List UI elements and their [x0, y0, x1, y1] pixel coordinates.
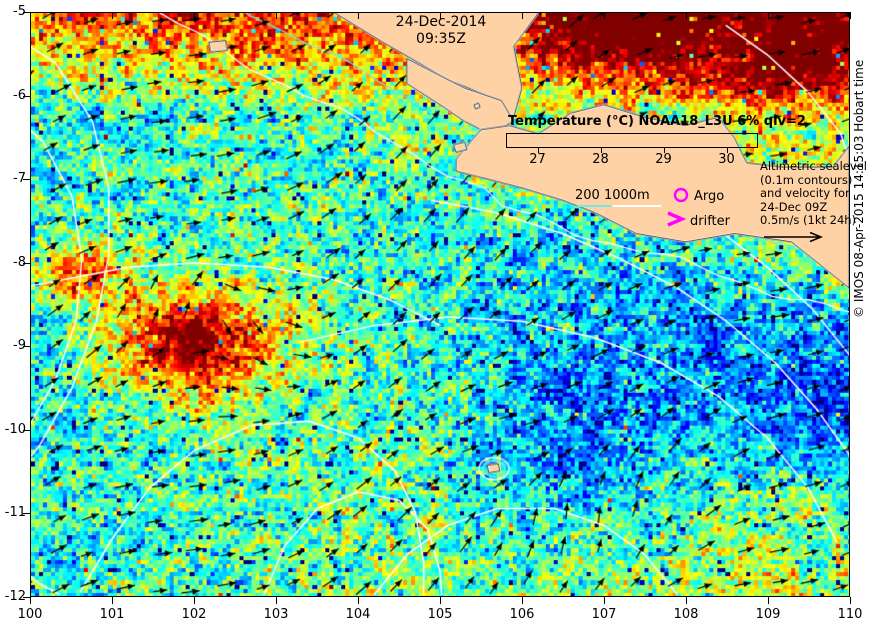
x-axis-tick: [440, 597, 441, 604]
y-axis-label: -10: [4, 421, 26, 437]
x-axis-tick: [768, 597, 769, 604]
x-axis-tick-top: [112, 12, 113, 19]
y-axis-tick: [23, 346, 30, 348]
bathymetry-legend-label: 200 1000m: [575, 188, 650, 203]
y-axis-label: -12: [4, 589, 26, 604]
x-axis-tick-top: [768, 12, 769, 19]
x-axis-label: 101: [99, 607, 125, 622]
drifter-marker-icon: [667, 211, 687, 227]
velocity-scale-arrow-icon: [764, 231, 823, 242]
argo-legend-label: Argo: [694, 189, 725, 204]
x-axis-tick-top: [850, 12, 851, 19]
date-label: 24-Dec-2014: [395, 14, 487, 30]
altimetry-line-3: and velocity for: [760, 186, 850, 200]
colorbar-tick: [726, 148, 728, 153]
altimetry-line-5: 0.5m/s (1kt 24h): [760, 213, 857, 227]
y-axis-label: -5: [13, 4, 26, 19]
y-axis-tick: [23, 179, 30, 181]
x-axis-label: 108: [673, 607, 699, 622]
y-axis-tick: [23, 95, 30, 97]
colorbar-tick-label: 30: [718, 152, 735, 167]
y-axis-tick: [23, 597, 30, 598]
x-axis-tick-top: [358, 12, 359, 19]
colorbar-tick-label: 28: [592, 152, 609, 167]
x-axis-label: 109: [755, 607, 781, 622]
x-axis-tick: [194, 597, 195, 604]
x-axis-label: 106: [509, 607, 535, 622]
date-time-annotation: 24-Dec-2014 09:35Z: [366, 14, 516, 48]
x-axis-tick-top: [686, 12, 687, 19]
y-axis-tick: [23, 429, 30, 431]
time-label: 09:35Z: [416, 31, 466, 47]
altimetry-legend: Altimetric sealevel (0.1m contours) and …: [760, 159, 867, 244]
x-axis-tick: [30, 597, 31, 604]
x-axis-tick: [112, 597, 113, 604]
x-axis-label: 100: [17, 607, 43, 622]
x-axis-label: 102: [181, 607, 207, 622]
velocity-vector-layer: [31, 13, 849, 596]
x-axis-tick-top: [522, 12, 523, 19]
altimetry-line-1: Altimetric sealevel: [760, 159, 867, 173]
temperature-colorbar[interactable]: [506, 133, 758, 148]
x-axis-tick: [604, 597, 605, 604]
x-axis-tick-top: [276, 12, 277, 19]
x-axis-label: 103: [263, 607, 289, 622]
altimetry-line-4: 24-Dec 09Z: [760, 199, 828, 214]
altimetry-line-2: (0.1m contours): [760, 172, 853, 187]
colorbar-tick: [537, 148, 539, 153]
x-axis-tick-top: [194, 12, 195, 19]
x-axis-tick: [276, 597, 277, 604]
x-axis-tick: [850, 597, 851, 604]
y-axis-label: -6: [13, 87, 26, 103]
x-axis-tick: [686, 597, 687, 604]
y-axis-tick: [23, 262, 30, 264]
x-axis-tick: [358, 597, 359, 604]
x-axis-label: 104: [345, 607, 371, 622]
x-axis-tick: [522, 597, 523, 604]
x-axis-label: 110: [837, 607, 863, 622]
colorbar-title: Temperature (°C) NOAA18_L3U 6% qlv=2: [508, 114, 806, 129]
y-axis-label: -9: [13, 338, 26, 354]
bathymetry-1000m-line: [613, 205, 661, 207]
argo-marker-icon: [673, 187, 689, 203]
x-axis-tick-top: [604, 12, 605, 19]
colorbar-tick-label: 27: [529, 152, 546, 167]
x-axis-tick-top: [30, 12, 31, 19]
y-axis-label: -7: [13, 171, 26, 187]
drifter-legend-label: drifter: [690, 214, 730, 229]
y-axis-tick: [23, 12, 30, 13]
x-axis-tick-top: [440, 12, 441, 19]
y-axis-label: -11: [4, 505, 26, 521]
y-axis-tick: [23, 513, 30, 515]
map-plot-area[interactable]: [30, 12, 850, 597]
colorbar-tick-label: 29: [655, 152, 672, 167]
y-axis-label: -8: [13, 254, 26, 270]
colorbar-tick: [663, 148, 665, 153]
x-axis-label: 107: [591, 607, 617, 622]
copyright-notice: © IMOS 08-Apr-2015 14:15:03 Hobart time: [852, 59, 866, 318]
bathymetry-200m-line: [577, 205, 611, 207]
colorbar-tick: [600, 148, 602, 153]
x-axis-label: 105: [427, 607, 453, 622]
